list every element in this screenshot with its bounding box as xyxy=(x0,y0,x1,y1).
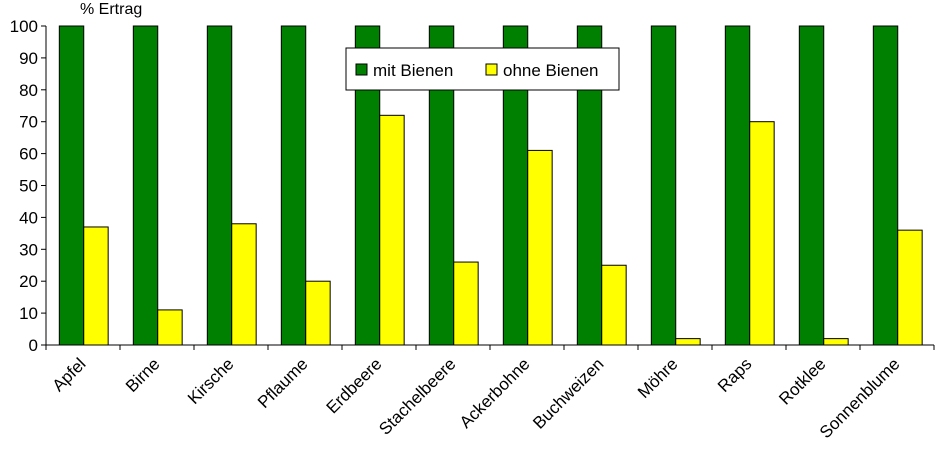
bar-ohne-bienen xyxy=(601,264,627,346)
y-tick-label: 50 xyxy=(19,177,38,196)
y-tick-label: 70 xyxy=(19,113,38,132)
bar-ohne-bienen xyxy=(453,261,479,346)
y-tick-label: 20 xyxy=(19,272,38,291)
y-axis: 0 10 20 30 40 50 60 70 80 90 100 xyxy=(10,17,46,355)
bar-ohne-bienen xyxy=(675,338,701,346)
legend-label-ohne-bienen: ohne Bienen xyxy=(503,61,598,80)
legend: mit Bienen ohne Bienen xyxy=(345,47,620,91)
category-labels: Apfel Birne Kirsche Pflaume ErdbeereStachelb… xyxy=(49,354,904,442)
x-category-label: Möhre xyxy=(634,354,682,402)
x-category-label: Rotklee xyxy=(775,354,829,408)
bar-mit-bienen xyxy=(798,25,825,346)
legend-label-mit-bienen: mit Bienen xyxy=(373,61,453,80)
bar-mit-bienen xyxy=(650,25,677,346)
y-tick-label: 80 xyxy=(19,81,38,100)
x-category-label: Ackerbohne xyxy=(456,354,534,432)
y-tick-label: 30 xyxy=(19,240,38,259)
x-category-label: Erdbeere xyxy=(323,354,386,417)
bar-ohne-bienen xyxy=(157,309,183,346)
x-category-label: Stachelbeere xyxy=(375,354,459,438)
bar-mit-bienen xyxy=(132,25,159,346)
bars xyxy=(58,25,923,346)
y-tick-label: 60 xyxy=(19,145,38,164)
x-category-label: Birne xyxy=(122,354,163,395)
y-tick-label: 10 xyxy=(19,304,38,323)
bar-ohne-bienen xyxy=(527,149,553,346)
bar-ohne-bienen xyxy=(823,338,849,346)
legend-box xyxy=(345,47,620,91)
bar-mit-bienen xyxy=(872,25,899,346)
y-tick-label: 40 xyxy=(19,208,38,227)
bar-mit-bienen xyxy=(206,25,233,346)
bar-ohne-bienen xyxy=(305,280,331,346)
bar-mit-bienen xyxy=(724,25,751,346)
y-tick-label: 90 xyxy=(19,49,38,68)
y-tick-label: 100 xyxy=(10,17,38,36)
x-category-label: Apfel xyxy=(49,354,90,395)
bar-mit-bienen xyxy=(58,25,85,346)
x-axis xyxy=(45,345,935,350)
legend-swatch-mit-bienen xyxy=(355,63,368,76)
bar-mit-bienen xyxy=(280,25,307,346)
bar-ohne-bienen xyxy=(83,226,109,346)
x-category-label: Raps xyxy=(714,354,755,395)
legend-swatch-ohne-bienen xyxy=(485,63,498,76)
y-axis-title: % Ertrag xyxy=(80,1,142,18)
bar-ohne-bienen xyxy=(379,114,405,346)
bar-ohne-bienen xyxy=(897,229,923,346)
y-tick-label: 0 xyxy=(29,336,38,355)
x-category-label: Kirsche xyxy=(184,354,238,408)
bar-ohne-bienen xyxy=(231,223,257,346)
x-category-label: Buchweizen xyxy=(529,354,607,432)
x-category-label: Pflaume xyxy=(254,354,312,412)
bar-ohne-bienen xyxy=(749,121,775,346)
